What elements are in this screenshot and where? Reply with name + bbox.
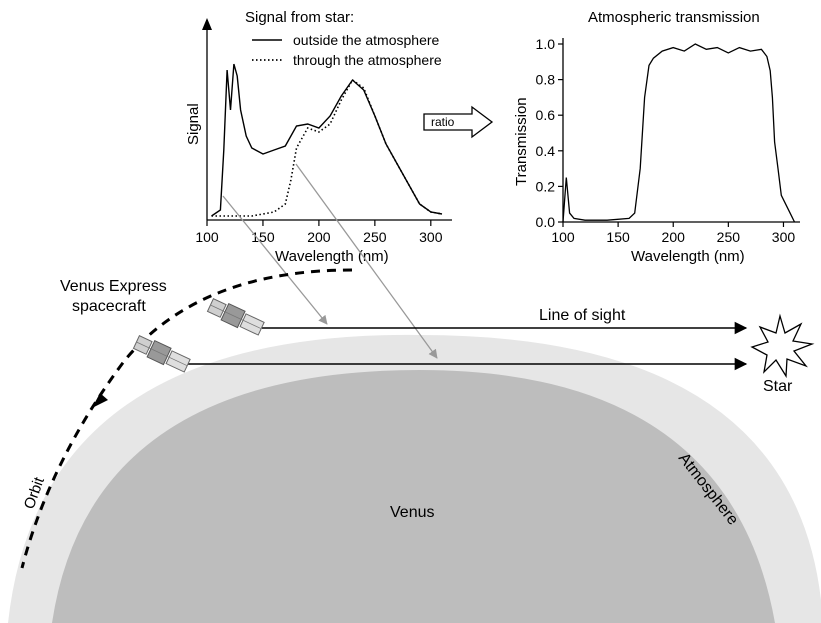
signal-x-tick-label: 300 xyxy=(419,229,443,245)
transmission-y-tick-label: 0.6 xyxy=(536,107,556,123)
series-outside-atmosphere xyxy=(211,63,443,217)
transmission-x-label: Wavelength (nm) xyxy=(631,248,745,265)
gray-arrow-through xyxy=(295,163,438,359)
orbit-path xyxy=(20,268,353,569)
signal-x-tick-label: 150 xyxy=(251,229,275,245)
ratio-arrow: ratio xyxy=(423,105,494,139)
transmission-x-tick-label: 200 xyxy=(662,229,686,245)
series-transmission xyxy=(562,43,796,223)
transmission-y-tick-label: 1.0 xyxy=(536,36,556,52)
line-of-sight-label: Line of sight xyxy=(539,307,626,324)
transmission-y-tick-label: 0.2 xyxy=(536,178,556,194)
transmission-y-tick-label: 0.4 xyxy=(536,143,556,159)
spacecraft-icon xyxy=(132,335,191,373)
star-label: Star xyxy=(763,378,793,395)
transmission-x-tick-label: 250 xyxy=(717,229,741,245)
spacecraft-label-line2: spacecraft xyxy=(72,298,146,315)
venus-planet xyxy=(52,370,775,623)
venus-label: Venus xyxy=(390,504,434,521)
signal-y-label: Signal xyxy=(185,103,202,145)
transmission-y-tick-label: 0.0 xyxy=(536,214,556,230)
transmission-x-tick-label: 150 xyxy=(606,229,630,245)
spacecraft-icon xyxy=(206,298,265,336)
signal-chart-title: Signal from star: xyxy=(245,9,354,26)
signal-x-tick-label: 100 xyxy=(195,229,219,245)
transmission-x-tick-label: 300 xyxy=(772,229,796,245)
gray-arrow-outside xyxy=(222,195,328,325)
orbit-direction-arrow xyxy=(92,393,108,408)
transmission-x-tick-label: 100 xyxy=(551,229,575,245)
spacecraft-label-line1: Venus Express xyxy=(60,278,167,295)
transmission-y-tick-label: 0.8 xyxy=(536,72,556,88)
legend-dotted-label: through the atmosphere xyxy=(293,52,442,68)
ratio-label: ratio xyxy=(431,115,455,129)
star-burst-icon xyxy=(750,313,815,379)
legend-solid-label: outside the atmosphere xyxy=(293,32,440,48)
transmission-y-label: Transmission xyxy=(513,97,530,186)
signal-x-tick-label: 250 xyxy=(363,229,387,245)
series-through-atmosphere xyxy=(211,78,443,217)
transmission-chart: 100 150 200 250 300 0.0 0.2 0.4 0.6 0.8 1.0 Atmosp… xyxy=(513,9,800,265)
signal-x-label: Wavelength (nm) xyxy=(275,248,389,265)
ratio-arrow-shape xyxy=(423,105,494,139)
signal-chart: 100 150 200 250 300 Signal from star: outsid… xyxy=(185,9,452,265)
signal-x-tick-label: 200 xyxy=(307,229,331,245)
signal-y-axis-arrow xyxy=(202,18,212,30)
transmission-chart-title: Atmospheric transmission xyxy=(588,9,760,26)
